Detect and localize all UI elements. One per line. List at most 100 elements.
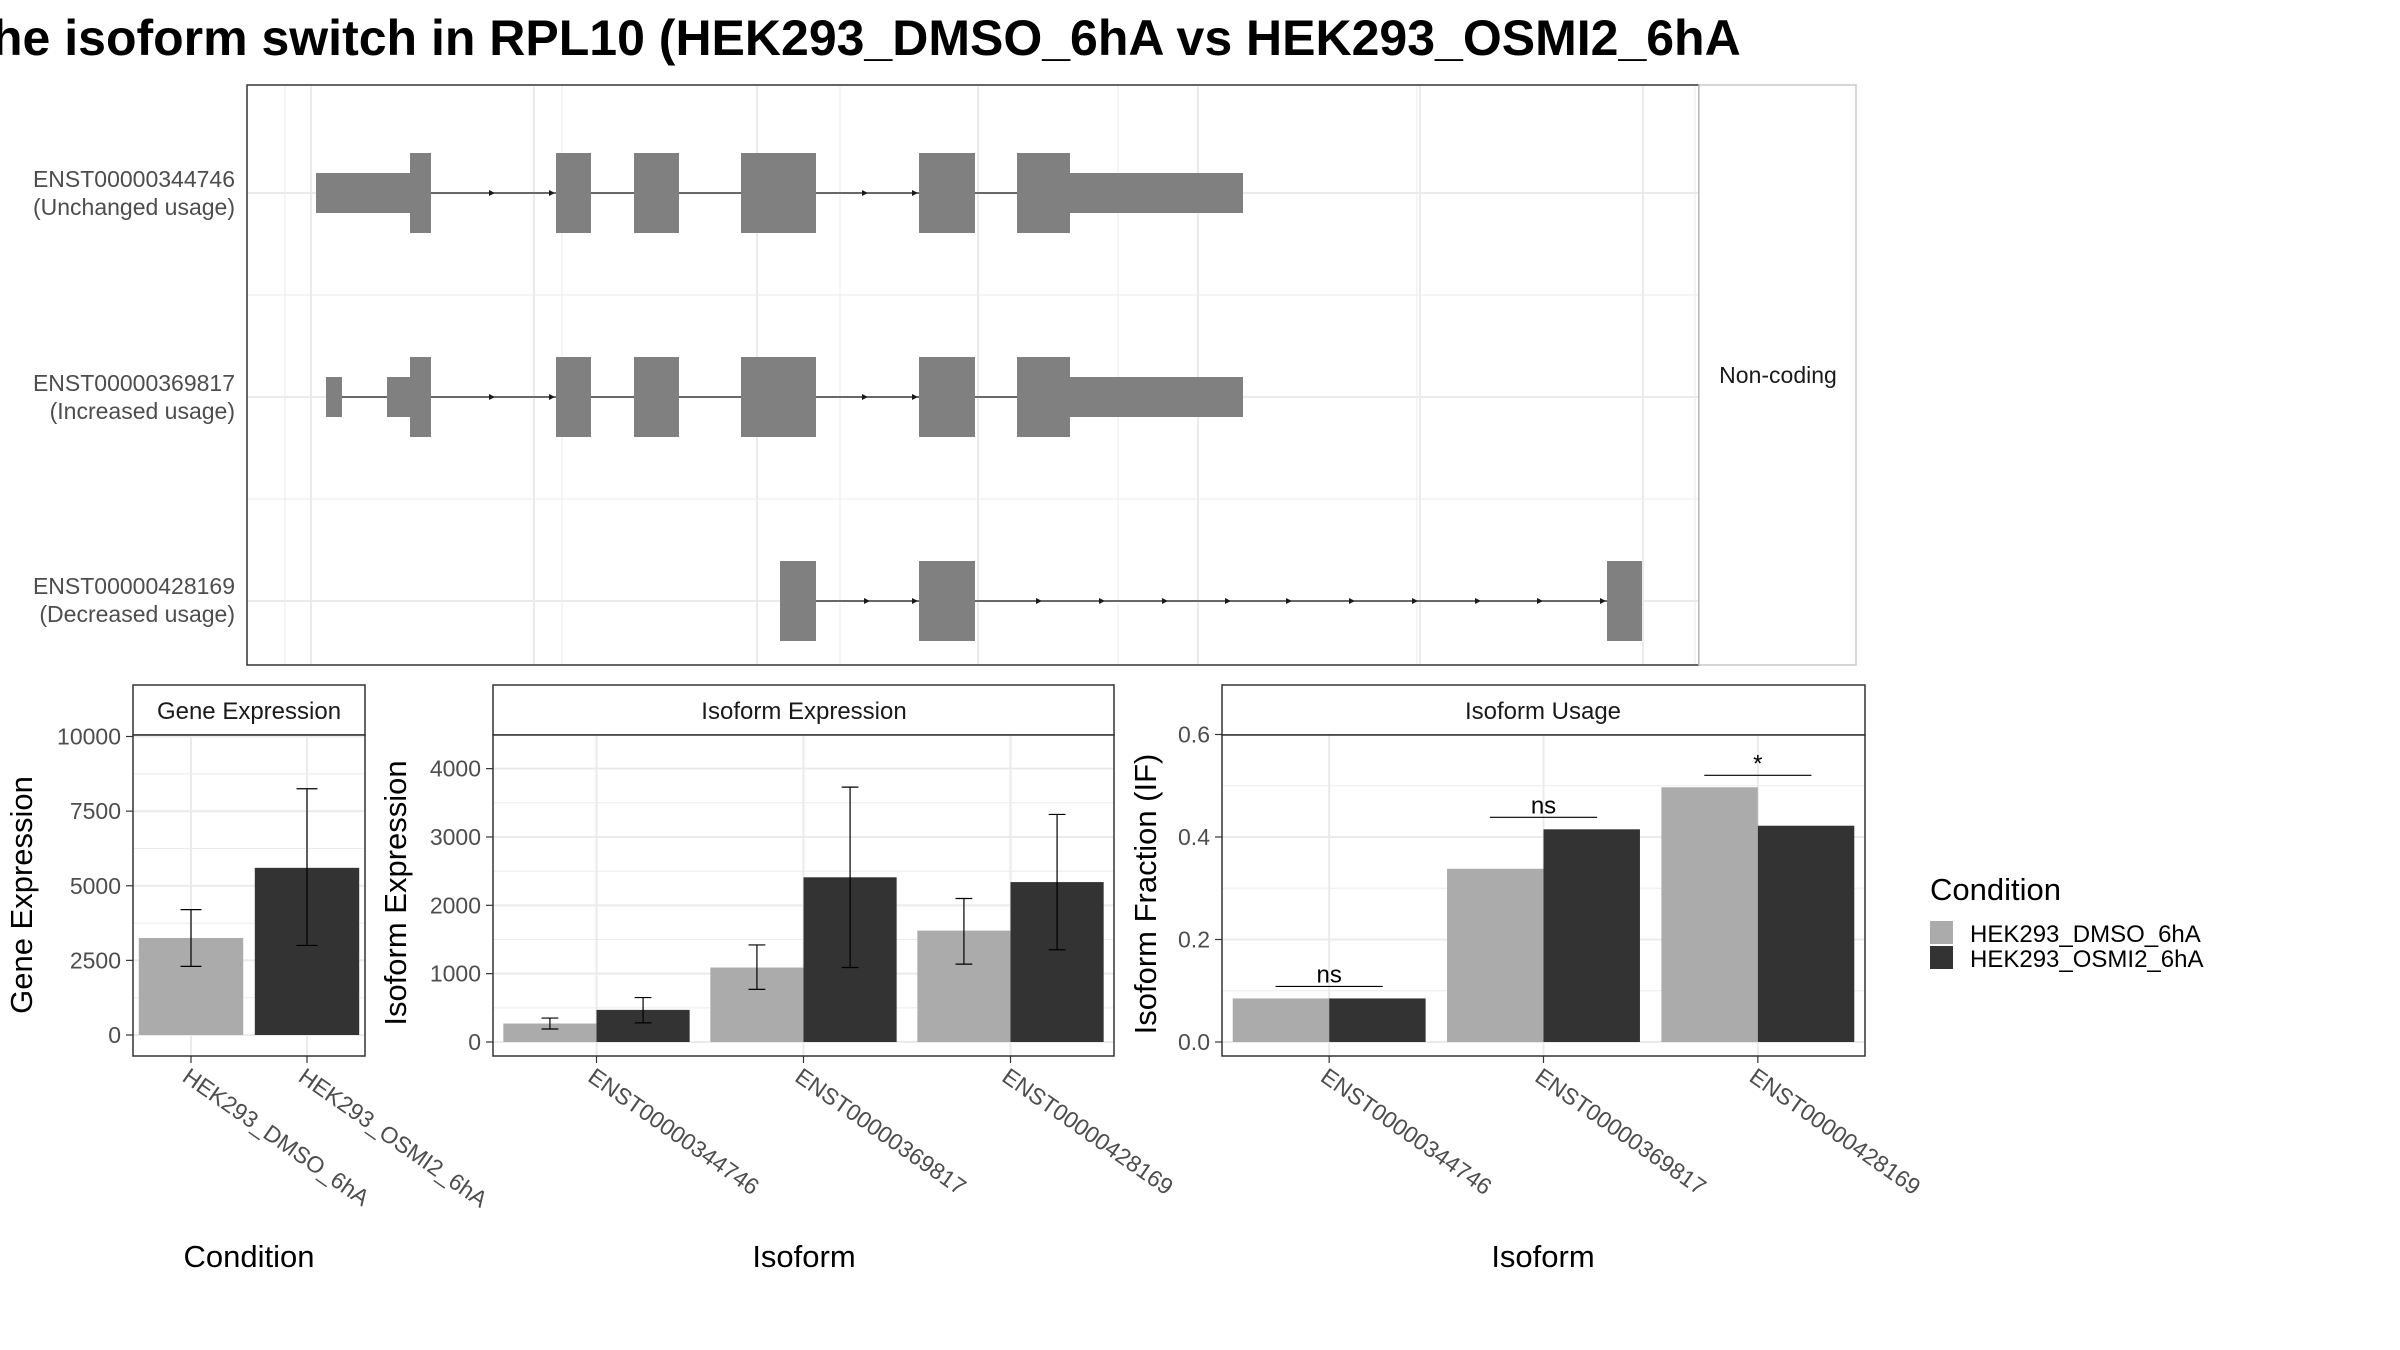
isoform-expression-xtick-label: ENST00000428169: [998, 1063, 1178, 1200]
legend-swatch-dmso: [1930, 921, 1953, 944]
transcript-usage-1: (Unchanged usage): [33, 194, 235, 220]
gene-expression-ytick-label: 2500: [70, 947, 121, 973]
isoform-expression-x-title: Isoform: [752, 1239, 855, 1274]
intron-arrow: [1537, 598, 1543, 604]
exon-block: [556, 153, 591, 233]
exon-block: [1607, 561, 1642, 641]
gene-expression-xtick-label: HEK293_DMSO_6hA: [178, 1063, 375, 1212]
gene-expression-strip-title: Gene Expression: [157, 698, 341, 725]
intron-arrow: [1099, 598, 1105, 604]
transcript-id-3: ENST00000428169: [33, 573, 235, 599]
isoform-expression-panel: Isoform Expression Isoform Isoform Expre…: [378, 684, 1178, 1274]
isoform-usage-significance: ns: [1275, 961, 1383, 988]
intron-arrow: [549, 190, 555, 196]
gene-expression-strip: [132, 684, 366, 736]
gene-expression-x-title: Condition: [184, 1239, 315, 1274]
intron-arrow: [864, 598, 870, 604]
isoform-expression-xtick-label: ENST00000369817: [791, 1063, 971, 1200]
exon-block: [1068, 377, 1243, 417]
isoform-usage-ytick-label: 0.0: [1178, 1029, 1210, 1055]
exon-block: [634, 357, 679, 437]
intron-arrow: [862, 394, 868, 400]
gene-expression-ytick-label: 7500: [70, 798, 121, 824]
isoform-expression-ytick-label: 2000: [430, 892, 481, 918]
legend: Condition HEK293_DMSO_6hA HEK293_OSMI2_6…: [1930, 872, 2203, 973]
isoform-usage-bar: [1757, 825, 1855, 1042]
legend-swatch-osmi2: [1930, 946, 1953, 969]
gene-expression-panel: Gene Expression Condition Gene Expressio…: [4, 684, 493, 1274]
isoform-usage-x-title: Isoform: [1491, 1239, 1594, 1274]
isoform-usage-bar: [1232, 998, 1330, 1042]
isoform-expression-ytick-label: 1000: [430, 961, 481, 987]
isoform-expression-errorbar: [541, 1017, 559, 1030]
exon-block: [316, 173, 411, 213]
exon-block: [410, 153, 431, 233]
gene-expression-y-title: Gene Expression: [4, 776, 39, 1014]
isoform-usage-y-title: Isoform Fraction (IF): [1128, 754, 1163, 1035]
intron-arrow: [1412, 598, 1418, 604]
intron-arrow: [1036, 598, 1042, 604]
intron-arrow: [1600, 598, 1606, 604]
isoform-usage-xtick-label: ENST00000344746: [1316, 1063, 1496, 1200]
exon-block: [919, 357, 975, 437]
isoform-expression-errorbar: [634, 996, 652, 1024]
isoform-expression-ytick-label: 4000: [430, 756, 481, 782]
gene-structure-tracks: [316, 153, 1642, 641]
transcript-usage-2: (Increased usage): [50, 398, 235, 424]
isoform-expression-errorbar: [841, 786, 859, 969]
facet-strip: [1698, 84, 1857, 666]
isoform-usage-significance: ns: [1489, 792, 1598, 819]
isoform-expression-bar: [503, 1023, 597, 1042]
gene-expression-ytick-label: 0: [108, 1022, 121, 1048]
exon-block: [634, 153, 679, 233]
intron-arrow: [1225, 598, 1231, 604]
intron-arrow: [489, 394, 495, 400]
isoform-expression-y-title: Isoform Expression: [378, 760, 413, 1025]
isoform-expression-strip-title: Isoform Expression: [701, 698, 906, 725]
intron-arrow: [1162, 598, 1168, 604]
gene-expression-ytick-label: 10000: [57, 724, 121, 750]
isoform-usage-significance: *: [1704, 750, 1812, 777]
legend-title: Condition: [1930, 872, 2061, 907]
isoform-expression-ytick-label: 0: [468, 1029, 481, 1055]
isoform-usage-bar: [1661, 787, 1758, 1042]
exon-block: [410, 357, 431, 437]
exon-block: [387, 377, 411, 417]
isoform-usage-xtick-label: ENST00000428169: [1745, 1063, 1925, 1200]
exon-block: [1068, 173, 1243, 213]
figure-title: he isoform switch in RPL10 (HEK293_DMSO_…: [0, 10, 1741, 66]
isoform-expression-xtick-label: ENST00000344746: [584, 1063, 764, 1200]
isoform-usage-bar: [1329, 998, 1426, 1042]
intron-arrow: [1349, 598, 1355, 604]
intron-arrow: [862, 190, 868, 196]
isoform-expression-ytick-label: 3000: [430, 824, 481, 850]
isoform-usage-strip: [1221, 684, 1866, 736]
exon-block: [1017, 153, 1070, 233]
transcript-id-1: ENST00000344746: [33, 166, 235, 192]
gene-expression-errorbar: [180, 909, 202, 967]
intron-arrow: [912, 394, 918, 400]
intron-arrow: [912, 190, 918, 196]
isoform-usage-bar: [1447, 868, 1544, 1042]
transcript-track-3: [780, 561, 1642, 641]
gene-expression-plot-border: [132, 734, 366, 1057]
gene-expression-xtick-label: HEK293_OSMI2_6hA: [294, 1063, 493, 1213]
gene-expression-errorbar: [296, 788, 318, 947]
exon-block: [556, 357, 591, 437]
transcript-track-2: [326, 357, 1243, 437]
intron-arrow: [549, 394, 555, 400]
isoform-expression-errorbar: [1048, 813, 1066, 951]
isoform-expression-errorbar: [955, 897, 973, 965]
intron-arrow: [1286, 598, 1292, 604]
legend-label-dmso: HEK293_DMSO_6hA: [1970, 921, 2201, 948]
gene-structure-panel: Non-coding ENST00000344746 (Unchanged us…: [33, 84, 1857, 666]
exon-block: [780, 561, 816, 641]
isoform-usage-panel: Isoform Usage Isoform Isoform Fraction (…: [1128, 684, 1925, 1274]
exon-block: [741, 153, 816, 233]
exon-block: [741, 357, 816, 437]
transcript-id-2: ENST00000369817: [33, 370, 235, 396]
isoform-usage-bar: [1543, 829, 1640, 1042]
exon-block: [919, 561, 975, 641]
transcript-track-1: [316, 153, 1243, 233]
